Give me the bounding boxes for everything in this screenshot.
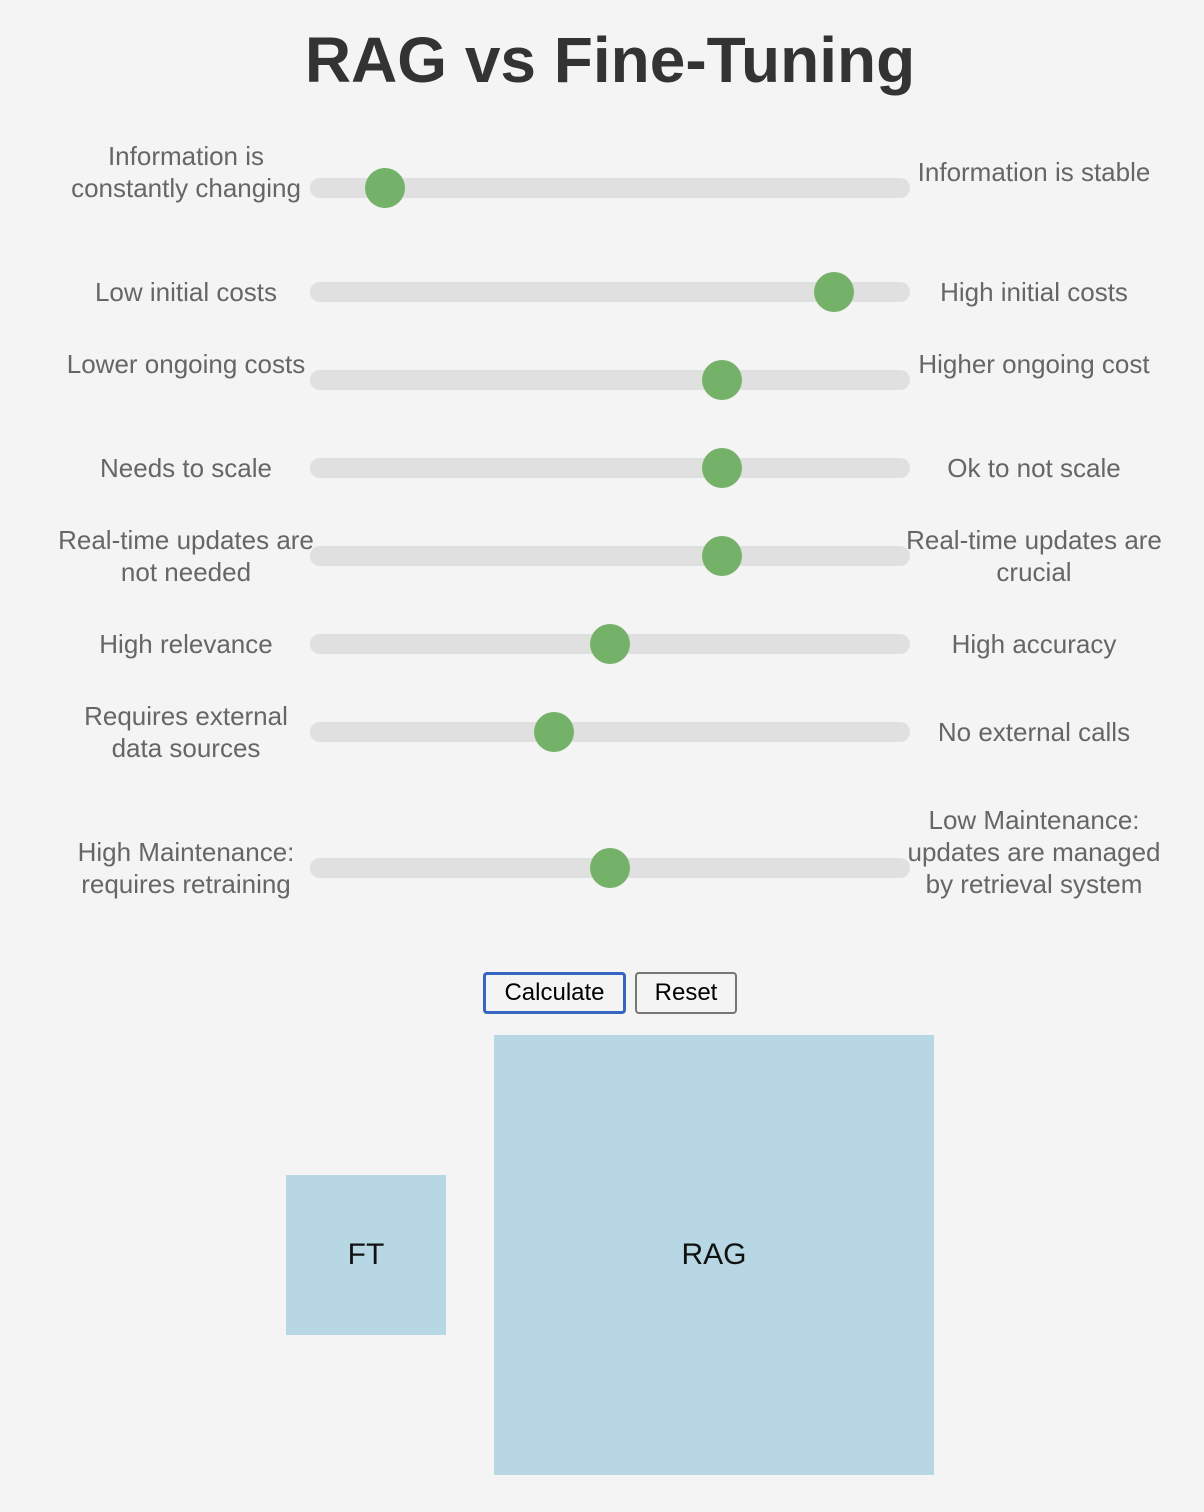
slider-6-left-label: Requires external data sources (84, 701, 288, 763)
page-title: RAG vs Fine-Tuning (304, 24, 916, 96)
reset-button[interactable]: Reset (635, 972, 737, 1014)
slider-7-left-label: High Maintenance: requires retraining (77, 837, 295, 899)
slider-3-left-label: Needs to scale (100, 453, 272, 483)
slider-5-left-label: High relevance (99, 629, 273, 659)
slider-4-right-label: Real-time updates are crucial (906, 525, 1162, 587)
slider-5-track[interactable] (310, 624, 910, 664)
slider-0-right-label: Information is stable (917, 157, 1151, 187)
slider-4-track[interactable] (310, 536, 910, 576)
slider-7-thumb[interactable] (590, 848, 630, 888)
slider-3-thumb[interactable] (702, 448, 743, 488)
slider-6-thumb[interactable] (534, 712, 575, 752)
slider-6-right-label: No external calls (937, 717, 1131, 747)
slider-3-right-label: Ok to not scale (947, 453, 1121, 483)
slider-1-right-label: High initial costs (940, 277, 1128, 307)
slider-7-track[interactable] (310, 848, 910, 888)
slider-5-thumb[interactable] (590, 624, 630, 664)
slider-1-left-label: Low initial costs (94, 277, 278, 307)
slider-6-track[interactable] (310, 712, 910, 752)
slider-3-track[interactable] (310, 448, 910, 488)
slider-0-track[interactable] (310, 168, 910, 208)
slider-2-right-label: Higher ongoing cost (918, 349, 1150, 379)
slider-5-right-label: High accuracy (951, 629, 1117, 659)
slider-2-track[interactable] (310, 360, 910, 400)
slider-1-thumb[interactable] (813, 272, 854, 312)
slider-1-track[interactable] (310, 272, 910, 312)
slider-0-left-label: Information is constantly changing (71, 141, 301, 203)
slider-4-thumb[interactable] (702, 536, 743, 576)
slider-4-left-label: Real-time updates are not needed (58, 525, 314, 587)
calculate-button[interactable]: Calculate (483, 972, 626, 1014)
slider-7-right-label: Low Maintenance: updates are managed by … (907, 805, 1161, 899)
ft-result-label: FT (347, 1238, 385, 1271)
rag-result-label: RAG (681, 1238, 747, 1271)
slider-2-thumb[interactable] (702, 360, 743, 400)
slider-2-left-label: Lower ongoing costs (66, 349, 306, 379)
slider-0-thumb[interactable] (365, 168, 405, 208)
rag-result-box: RAG (494, 1035, 934, 1475)
ft-result-box: FT (286, 1175, 446, 1335)
